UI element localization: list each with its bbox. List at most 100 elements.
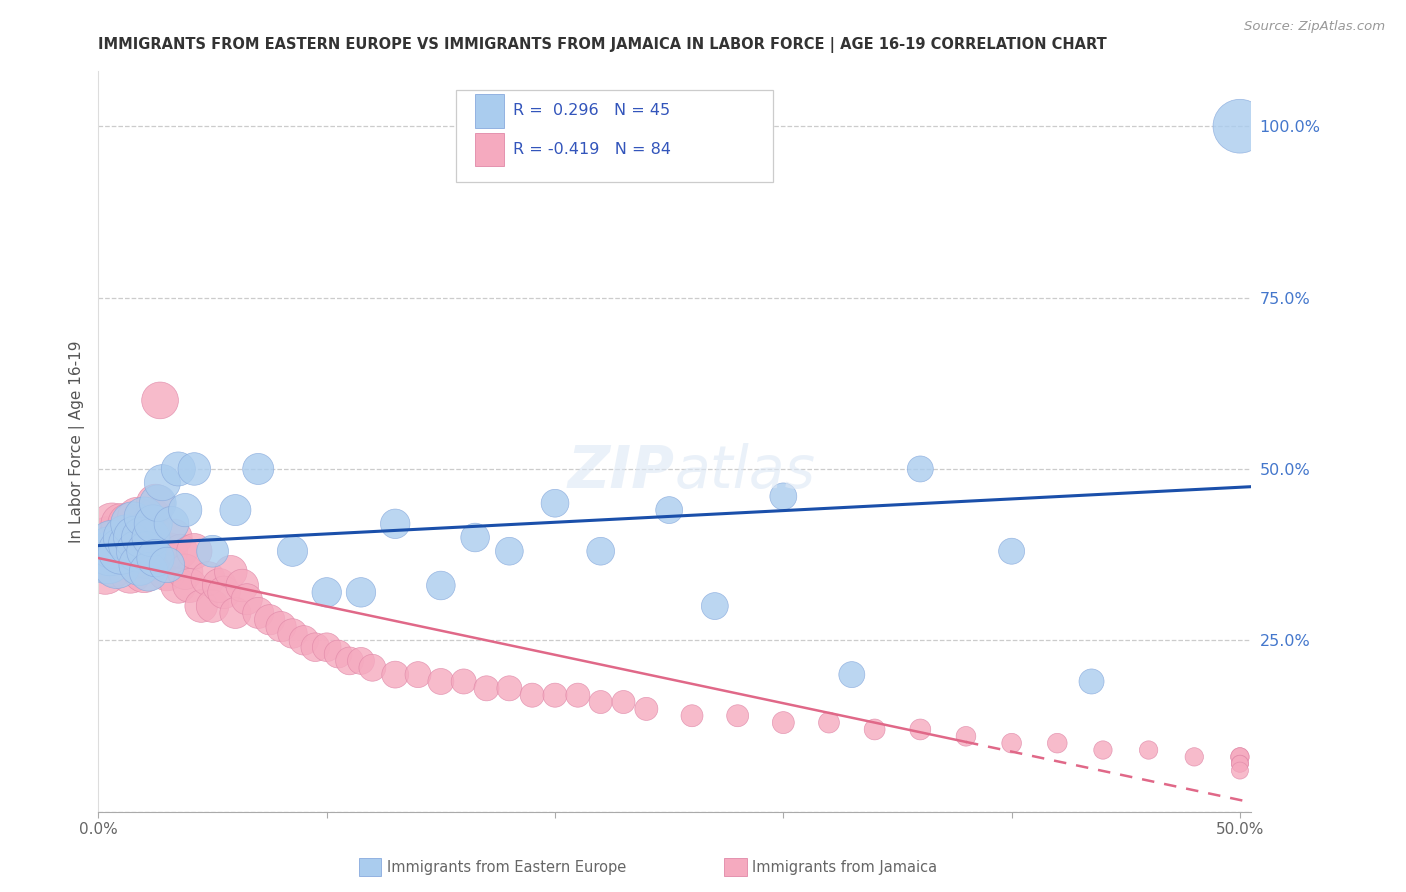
Point — [236, 592, 259, 607]
Point — [146, 496, 169, 510]
Point — [174, 565, 197, 579]
Point — [475, 681, 498, 696]
Point — [132, 510, 155, 524]
Point — [1229, 750, 1251, 764]
Point — [183, 462, 205, 476]
Point — [127, 510, 149, 524]
Point — [169, 544, 191, 558]
Point — [131, 558, 153, 572]
Point — [124, 531, 146, 545]
Point — [350, 654, 373, 668]
Point — [498, 544, 520, 558]
Point — [112, 544, 135, 558]
Point — [841, 667, 863, 681]
Point — [304, 640, 326, 655]
Point — [160, 558, 183, 572]
Point — [1229, 119, 1251, 133]
Point — [326, 647, 349, 661]
Text: Immigrants from Eastern Europe: Immigrants from Eastern Europe — [387, 860, 626, 874]
Point — [259, 613, 281, 627]
Point — [703, 599, 725, 613]
Point — [179, 578, 201, 592]
Point — [131, 531, 153, 545]
Point — [464, 531, 486, 545]
Point — [247, 462, 270, 476]
Point — [201, 599, 224, 613]
Point — [567, 688, 589, 702]
Point — [163, 531, 186, 545]
Point — [612, 695, 634, 709]
Point — [167, 462, 190, 476]
Point — [818, 715, 841, 730]
Point — [1046, 736, 1069, 750]
Point — [955, 729, 977, 743]
Point — [138, 565, 160, 579]
Point — [1229, 750, 1251, 764]
Point — [247, 606, 270, 620]
Point — [1080, 674, 1102, 689]
Point — [197, 572, 219, 586]
Point — [231, 578, 253, 592]
Point — [117, 516, 139, 531]
Point — [498, 681, 520, 696]
Point — [544, 688, 567, 702]
Point — [863, 723, 886, 737]
Point — [183, 544, 205, 558]
Point — [224, 503, 246, 517]
Point — [120, 537, 142, 551]
Point — [145, 551, 167, 566]
Point — [128, 558, 150, 572]
Point — [1091, 743, 1114, 757]
Point — [146, 544, 169, 558]
Point — [406, 667, 429, 681]
Point — [121, 516, 143, 531]
Point — [101, 516, 124, 531]
Y-axis label: In Labor Force | Age 16-19: In Labor Force | Age 16-19 — [69, 340, 84, 543]
Point — [142, 516, 165, 531]
Point — [156, 558, 179, 572]
Point — [114, 531, 136, 545]
Point — [1001, 544, 1024, 558]
Point — [124, 531, 146, 545]
Point — [208, 578, 231, 592]
FancyBboxPatch shape — [475, 95, 505, 128]
Text: ZIP: ZIP — [568, 442, 675, 500]
Point — [1229, 756, 1251, 771]
Point — [384, 667, 406, 681]
Point — [160, 516, 183, 531]
Point — [281, 626, 304, 640]
Point — [589, 695, 612, 709]
Point — [110, 516, 132, 531]
Point — [315, 640, 337, 655]
Point — [910, 462, 932, 476]
Point — [105, 544, 128, 558]
Point — [120, 565, 142, 579]
Point — [339, 654, 361, 668]
Point — [114, 531, 136, 545]
Text: IMMIGRANTS FROM EASTERN EUROPE VS IMMIGRANTS FROM JAMAICA IN LABOR FORCE | AGE 1: IMMIGRANTS FROM EASTERN EUROPE VS IMMIGR… — [98, 37, 1107, 54]
Point — [139, 531, 162, 545]
Point — [138, 537, 160, 551]
Point — [224, 606, 246, 620]
Text: R =  0.296   N = 45: R = 0.296 N = 45 — [513, 103, 671, 119]
Point — [135, 551, 157, 566]
Point — [270, 619, 292, 633]
Point — [110, 544, 132, 558]
Point — [350, 585, 373, 599]
Point — [201, 544, 224, 558]
Text: atlas: atlas — [675, 442, 815, 500]
Point — [98, 544, 121, 558]
Point — [727, 708, 749, 723]
Point — [149, 393, 172, 408]
Point — [150, 551, 173, 566]
Point — [589, 544, 612, 558]
Point — [167, 578, 190, 592]
Point — [132, 565, 155, 579]
Point — [522, 688, 544, 702]
Point — [544, 496, 567, 510]
Point — [101, 537, 124, 551]
Point — [1182, 750, 1205, 764]
Point — [1137, 743, 1160, 757]
Point — [772, 489, 794, 503]
Point — [212, 585, 235, 599]
